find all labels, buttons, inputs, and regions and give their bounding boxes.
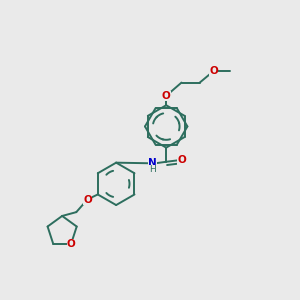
Text: O: O: [177, 155, 186, 165]
Text: O: O: [162, 91, 171, 101]
Text: O: O: [209, 66, 218, 76]
Text: O: O: [83, 195, 92, 205]
Text: O: O: [67, 239, 76, 249]
Text: N: N: [148, 158, 156, 168]
Text: H: H: [149, 165, 156, 174]
